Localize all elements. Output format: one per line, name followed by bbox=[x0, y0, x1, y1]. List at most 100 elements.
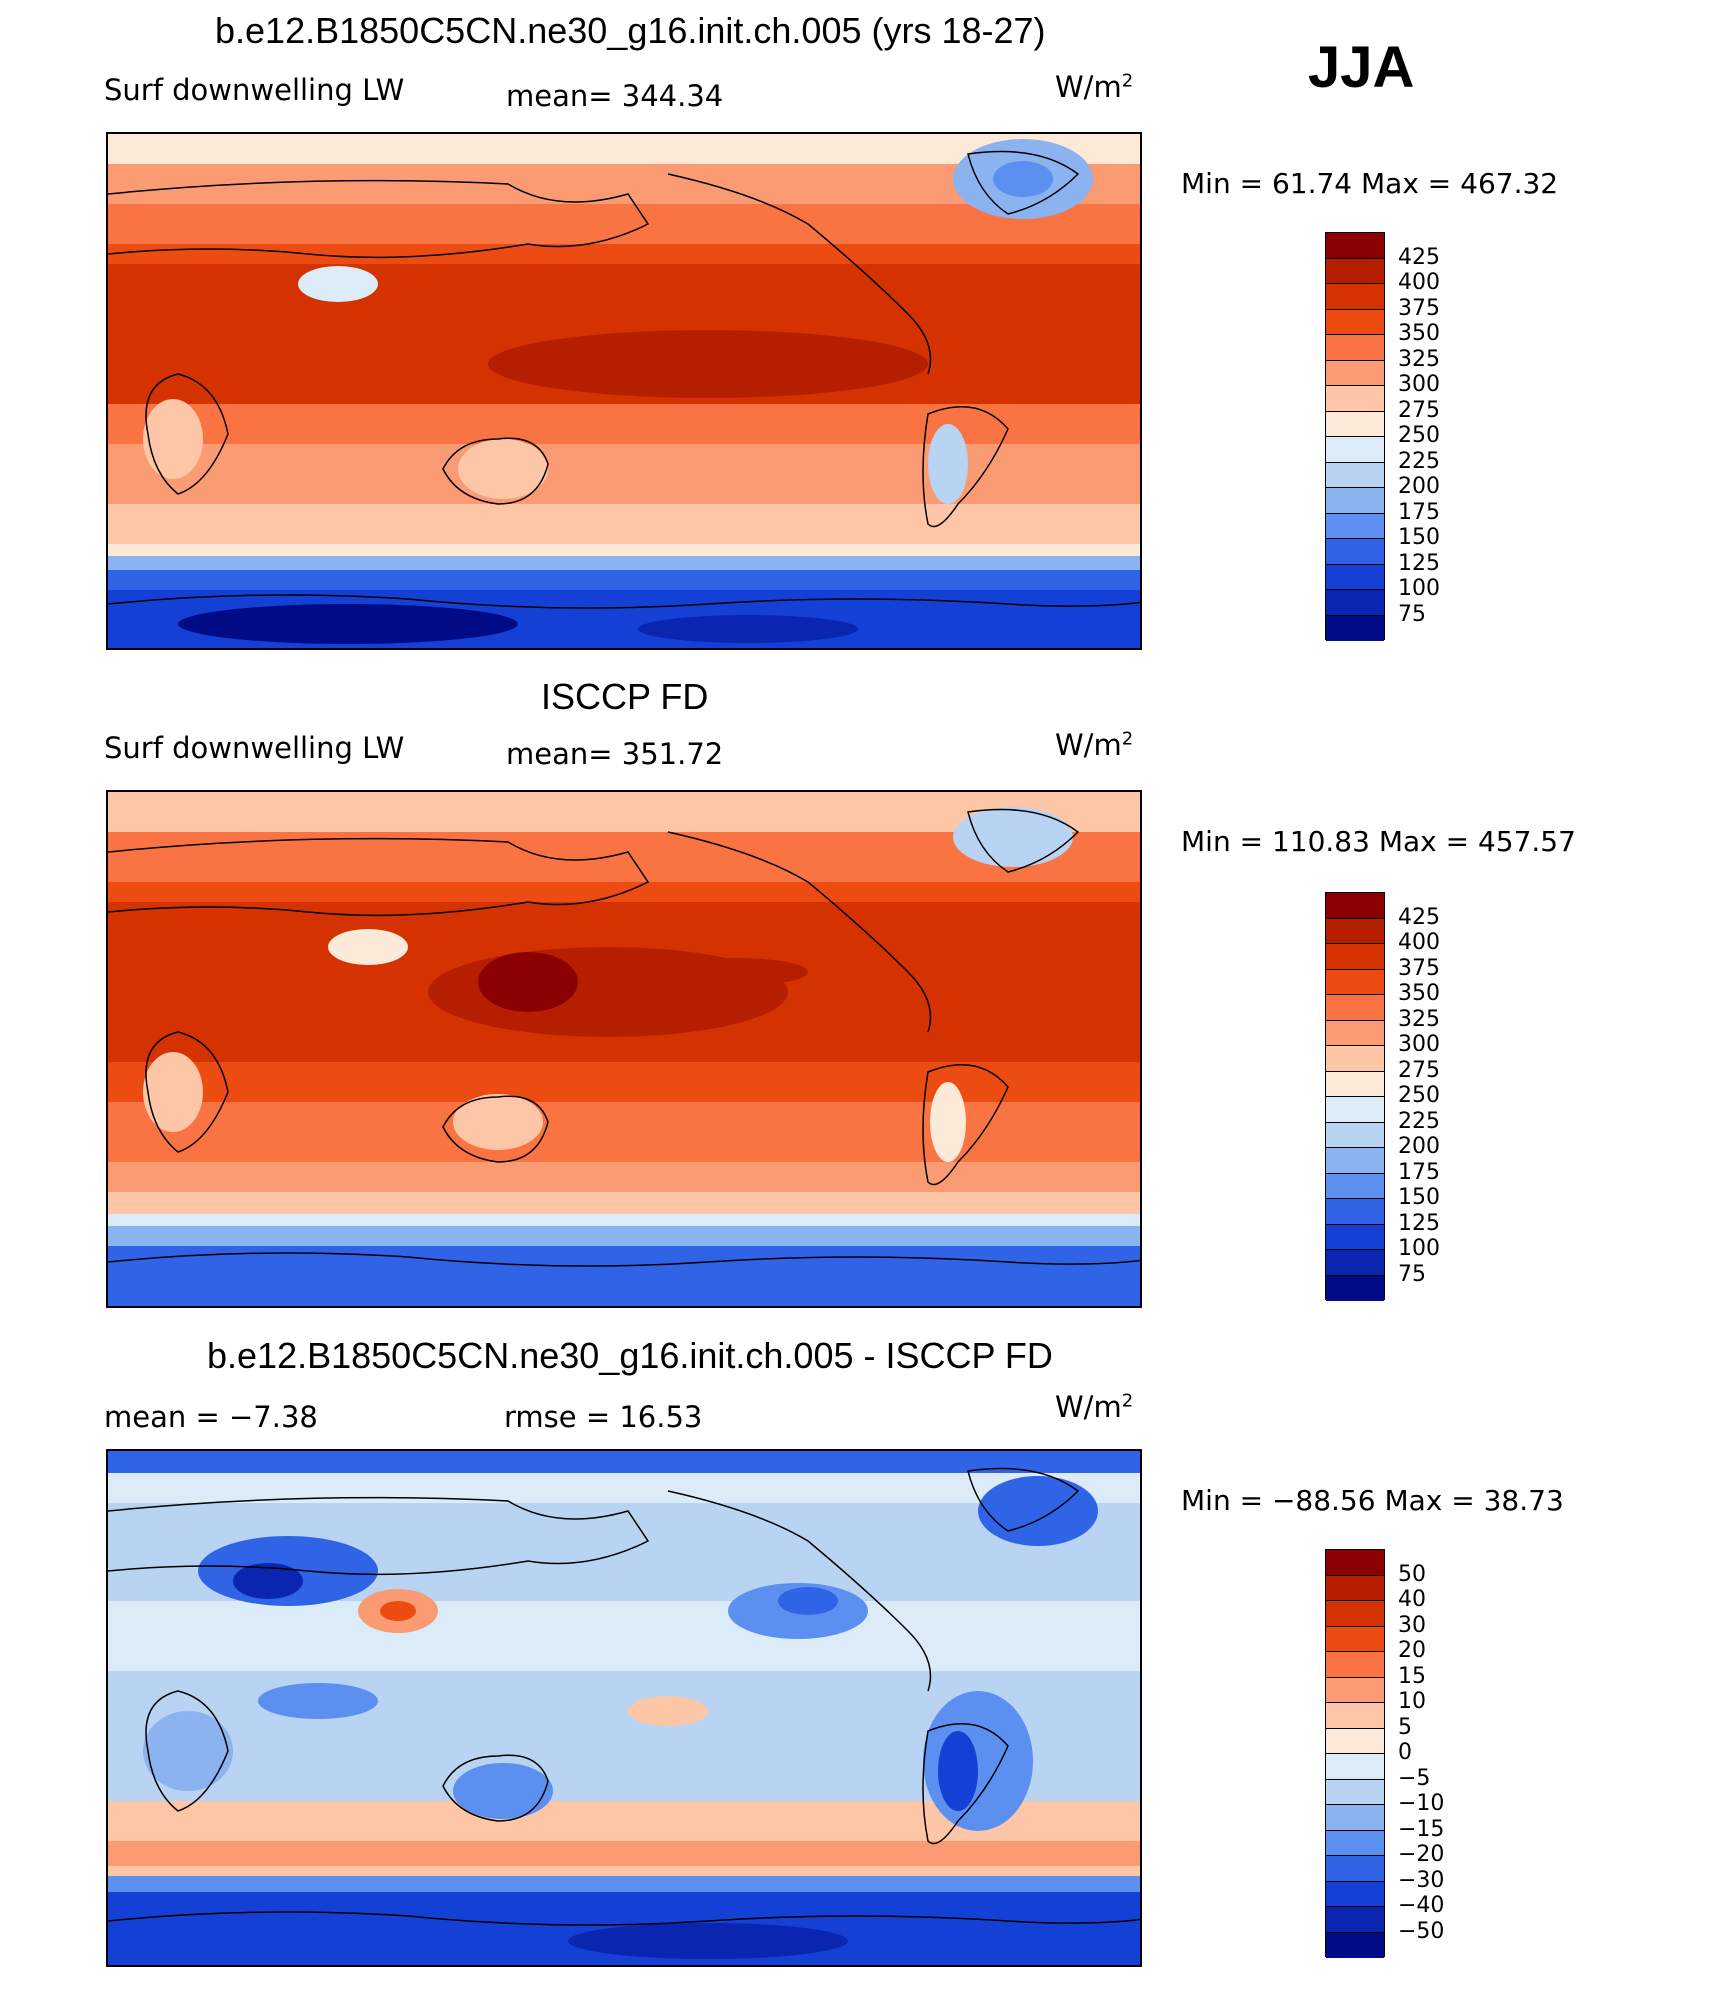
colorbar-segment bbox=[1326, 1677, 1384, 1703]
colorbar-tick-label: 425 bbox=[1398, 244, 1440, 270]
panel-1-map bbox=[106, 132, 1142, 650]
colorbar-segment bbox=[1326, 1275, 1384, 1301]
panel-1-variable-label: Surf downwelling LW bbox=[104, 73, 405, 107]
colorbar-segment bbox=[1326, 1881, 1384, 1907]
panel-2-units: W/m2 bbox=[1055, 728, 1134, 762]
colorbar-tick-label: −20 bbox=[1398, 1842, 1445, 1867]
colorbar-segment bbox=[1326, 1122, 1384, 1148]
panel-2-minmax: Min = 110.83 Max = 457.57 bbox=[1181, 825, 1576, 858]
colorbar-tick-label: 50 bbox=[1398, 1561, 1426, 1587]
colorbar-segment bbox=[1326, 1601, 1384, 1627]
colorbar-segment bbox=[1326, 233, 1384, 259]
colorbar-segment bbox=[1326, 1550, 1384, 1576]
colorbar-tick-label: 125 bbox=[1398, 550, 1440, 576]
colorbar-segment bbox=[1326, 1071, 1384, 1097]
colorbar-tick-label: 100 bbox=[1398, 1236, 1440, 1261]
colorbar-segment bbox=[1326, 1754, 1384, 1780]
colorbar-tick-label: 350 bbox=[1398, 321, 1440, 346]
colorbar-segment bbox=[1326, 893, 1384, 919]
colorbar-segment bbox=[1326, 590, 1384, 616]
colorbar-tick-label: 225 bbox=[1398, 1108, 1440, 1134]
colorbar-segment bbox=[1326, 1626, 1384, 1652]
colorbar-tick-label: 75 bbox=[1398, 1261, 1426, 1287]
colorbar-tick-label: 425 bbox=[1398, 904, 1440, 930]
colorbar-tick-label: 125 bbox=[1398, 1210, 1440, 1236]
colorbar-segment bbox=[1326, 1097, 1384, 1123]
colorbar-tick-label: 225 bbox=[1398, 448, 1440, 474]
colorbar-tick-label: 100 bbox=[1398, 576, 1440, 601]
colorbar-segment bbox=[1326, 1148, 1384, 1174]
panel-3-rmse-label: rmse = 16.53 bbox=[504, 1400, 703, 1434]
colorbar-tick-label: 40 bbox=[1398, 1587, 1426, 1612]
colorbar-tick-label: 300 bbox=[1398, 1032, 1440, 1057]
colorbar-tick-label: 275 bbox=[1398, 1057, 1440, 1083]
colorbar-segment bbox=[1326, 411, 1384, 437]
panel-2-mean-label: mean= 351.72 bbox=[506, 737, 724, 771]
panel-2-map-canvas bbox=[108, 792, 1140, 1306]
panel-3-minmax: Min = −88.56 Max = 38.73 bbox=[1181, 1484, 1564, 1517]
colorbar-segment bbox=[1326, 386, 1384, 412]
panel-2-title: ISCCP FD bbox=[541, 676, 709, 717]
colorbar-tick-label: 300 bbox=[1398, 372, 1440, 397]
colorbar-tick-label: 175 bbox=[1398, 499, 1440, 525]
panel-2-colorbar bbox=[1325, 892, 1385, 1301]
panel-2-map bbox=[106, 790, 1142, 1308]
colorbar-tick-label: 325 bbox=[1398, 1006, 1440, 1032]
colorbar-tick-label: 20 bbox=[1398, 1638, 1426, 1663]
colorbar-segment bbox=[1326, 1224, 1384, 1250]
colorbar-tick-label: 200 bbox=[1398, 1134, 1440, 1159]
colorbar-segment bbox=[1326, 615, 1384, 641]
colorbar-segment bbox=[1326, 1046, 1384, 1072]
panel-3-mean-label: mean = −7.38 bbox=[104, 1400, 318, 1434]
colorbar-tick-label: −50 bbox=[1398, 1918, 1445, 1944]
colorbar-tick-label: 30 bbox=[1398, 1612, 1426, 1638]
colorbar-segment bbox=[1326, 1779, 1384, 1805]
colorbar-tick-label: −10 bbox=[1398, 1791, 1445, 1816]
colorbar-tick-label: −30 bbox=[1398, 1867, 1445, 1893]
colorbar-tick-label: 175 bbox=[1398, 1159, 1440, 1185]
panel-1-units: W/m2 bbox=[1055, 70, 1134, 104]
colorbar-tick-label: 325 bbox=[1398, 346, 1440, 372]
colorbar-segment bbox=[1326, 1575, 1384, 1601]
colorbar-tick-label: 0 bbox=[1398, 1740, 1412, 1765]
colorbar-tick-label: 350 bbox=[1398, 981, 1440, 1006]
colorbar-segment bbox=[1326, 1907, 1384, 1933]
colorbar-tick-label: 250 bbox=[1398, 1083, 1440, 1108]
panel-1-title: b.e12.B1850C5CN.ne30_g16.init.ch.005 (yr… bbox=[215, 10, 1046, 51]
colorbar-segment bbox=[1326, 1250, 1384, 1276]
colorbar-segment bbox=[1326, 1932, 1384, 1958]
colorbar-segment bbox=[1326, 944, 1384, 970]
colorbar-tick-label: −5 bbox=[1398, 1765, 1431, 1791]
colorbar-tick-label: 400 bbox=[1398, 270, 1440, 295]
colorbar-segment bbox=[1326, 1805, 1384, 1831]
colorbar-segment bbox=[1326, 437, 1384, 463]
colorbar-tick-label: −15 bbox=[1398, 1816, 1445, 1842]
colorbar-tick-label: 275 bbox=[1398, 397, 1440, 423]
panel-3-map bbox=[106, 1449, 1142, 1967]
colorbar-tick-label: 10 bbox=[1398, 1689, 1426, 1714]
colorbar-tick-label: 150 bbox=[1398, 1185, 1440, 1210]
colorbar-segment bbox=[1326, 1173, 1384, 1199]
colorbar-segment bbox=[1326, 1728, 1384, 1754]
colorbar-segment bbox=[1326, 1830, 1384, 1856]
panel-3-map-canvas bbox=[108, 1451, 1140, 1965]
colorbar-segment bbox=[1326, 488, 1384, 514]
colorbar-segment bbox=[1326, 462, 1384, 488]
colorbar-tick-label: −40 bbox=[1398, 1893, 1445, 1918]
colorbar-tick-label: 15 bbox=[1398, 1663, 1426, 1689]
colorbar-segment bbox=[1326, 969, 1384, 995]
colorbar-tick-label: 75 bbox=[1398, 601, 1426, 627]
colorbar-segment bbox=[1326, 360, 1384, 386]
panel-1-minmax: Min = 61.74 Max = 467.32 bbox=[1181, 167, 1559, 200]
colorbar-segment bbox=[1326, 918, 1384, 944]
colorbar-tick-label: 150 bbox=[1398, 525, 1440, 550]
colorbar-tick-label: 250 bbox=[1398, 423, 1440, 448]
colorbar-tick-label: 375 bbox=[1398, 955, 1440, 981]
colorbar-segment bbox=[1326, 1856, 1384, 1882]
season-label: JJA bbox=[1308, 35, 1415, 100]
colorbar-segment bbox=[1326, 564, 1384, 590]
colorbar-tick-label: 200 bbox=[1398, 474, 1440, 499]
colorbar-segment bbox=[1326, 1020, 1384, 1046]
colorbar-segment bbox=[1326, 258, 1384, 284]
colorbar-tick-label: 5 bbox=[1398, 1714, 1412, 1740]
